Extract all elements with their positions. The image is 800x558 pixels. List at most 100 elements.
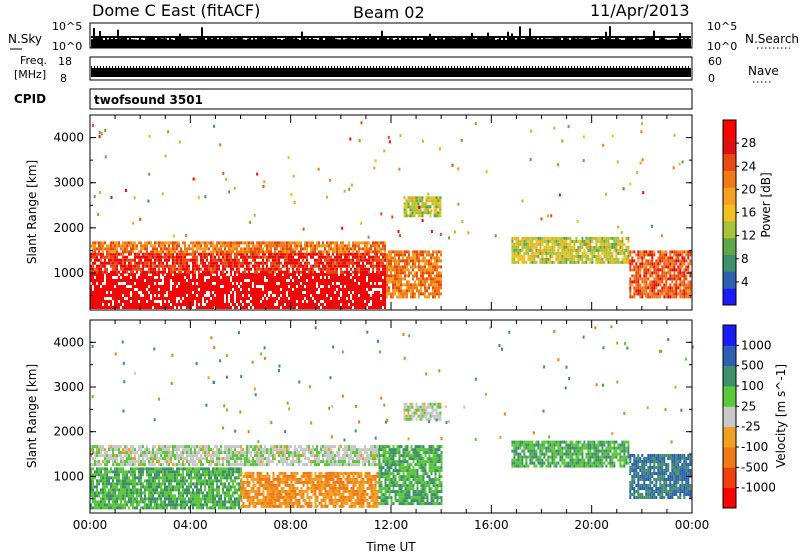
nsky-bar: [399, 40, 401, 48]
data-cell: [274, 276, 276, 279]
data-cell: [400, 280, 402, 283]
data-cell: [196, 256, 198, 259]
data-cell: [525, 252, 527, 255]
data-cell: [116, 250, 118, 253]
data-cell: [300, 297, 302, 300]
data-cell: [356, 306, 358, 309]
data-cell: [434, 295, 436, 298]
data-cell: [96, 294, 98, 297]
data-cell: [545, 240, 547, 243]
data-cell: [152, 276, 154, 279]
data-cell: [434, 214, 436, 217]
data-cell: [649, 265, 651, 268]
data-cell: [122, 244, 124, 247]
data-cell: [222, 300, 224, 303]
data-cell: [296, 262, 298, 265]
data-cell: [414, 208, 416, 211]
data-cell: [110, 288, 112, 291]
data-cell: [168, 268, 170, 271]
data-cell: [436, 214, 438, 217]
data-cell: [96, 503, 98, 506]
data-cell: [645, 280, 647, 283]
colorbar-segment: [723, 238, 736, 255]
data-cell: [156, 279, 158, 282]
data-cell: [623, 258, 625, 261]
nsky-bar: [531, 37, 533, 48]
data-cell: [589, 249, 591, 252]
data-cell: [166, 279, 168, 282]
data-cell: [390, 250, 392, 253]
data-cell: [140, 303, 142, 306]
data-cell: [350, 303, 352, 306]
data-cell: [188, 291, 190, 294]
data-cell: [280, 300, 282, 303]
data-cell: [246, 297, 248, 300]
data-cell: [422, 292, 424, 295]
data-cell: [406, 211, 408, 214]
data-cell: [294, 259, 296, 262]
freq-tick: [415, 66, 416, 68]
data-cell: [200, 279, 202, 282]
data-cell: [376, 259, 378, 262]
data-cell: [260, 282, 262, 285]
data-cell: [92, 282, 94, 285]
data-cell: [412, 277, 414, 280]
data-cell: [172, 244, 174, 247]
data-cell: [583, 135, 585, 138]
data-cell: [156, 271, 158, 274]
data-cell: [94, 503, 96, 506]
data-cell: [262, 250, 264, 253]
data-cell: [220, 297, 222, 300]
data-cell: [210, 303, 212, 306]
data-cell: [595, 237, 597, 240]
data-cell: [158, 279, 160, 282]
data-cell: [356, 259, 358, 262]
freq-tick: [535, 66, 536, 68]
data-cell: [539, 237, 541, 240]
freq-tick: [268, 66, 269, 68]
data-cell: [110, 282, 112, 285]
data-cell: [587, 237, 589, 240]
data-cell: [228, 288, 230, 291]
data-cell: [226, 241, 228, 244]
data-cell: [521, 237, 523, 240]
data-cell: [96, 303, 98, 306]
data-cell: [370, 276, 372, 279]
data-cell: [593, 246, 595, 249]
data-cell: [102, 482, 104, 485]
data-cell: [589, 258, 591, 261]
data-cell: [294, 247, 296, 250]
data-cell: [336, 279, 338, 282]
data-cell: [298, 250, 300, 253]
freq-tick: [169, 66, 170, 68]
data-cell: [651, 253, 653, 256]
data-cell: [206, 288, 208, 291]
data-cell: [326, 303, 328, 306]
data-cell: [424, 271, 426, 274]
data-cell: [124, 268, 126, 271]
freq-label-2: [MHz]: [14, 68, 46, 81]
data-cell: [330, 288, 332, 291]
data-cell: [266, 303, 268, 306]
data-cell: [240, 250, 242, 253]
data-cell: [228, 303, 230, 306]
nsky-bar: [419, 39, 421, 48]
nsky-bar: [629, 37, 631, 48]
data-cell: [208, 271, 210, 274]
data-cell: [418, 253, 420, 256]
data-cell: [344, 282, 346, 285]
data-cell: [240, 265, 242, 268]
data-cell: [653, 253, 655, 256]
data-cell: [278, 268, 280, 271]
data-cell: [104, 285, 106, 288]
freq-tick: [283, 66, 284, 68]
data-cell: [150, 303, 152, 306]
nsky-bar: [113, 38, 115, 48]
data-cell: [553, 249, 555, 252]
data-cell: [332, 288, 334, 291]
data-cell: [543, 237, 545, 240]
data-cell: [338, 265, 340, 268]
data-cell: [436, 274, 438, 277]
data-cell: [266, 250, 268, 253]
data-cell: [306, 265, 308, 268]
